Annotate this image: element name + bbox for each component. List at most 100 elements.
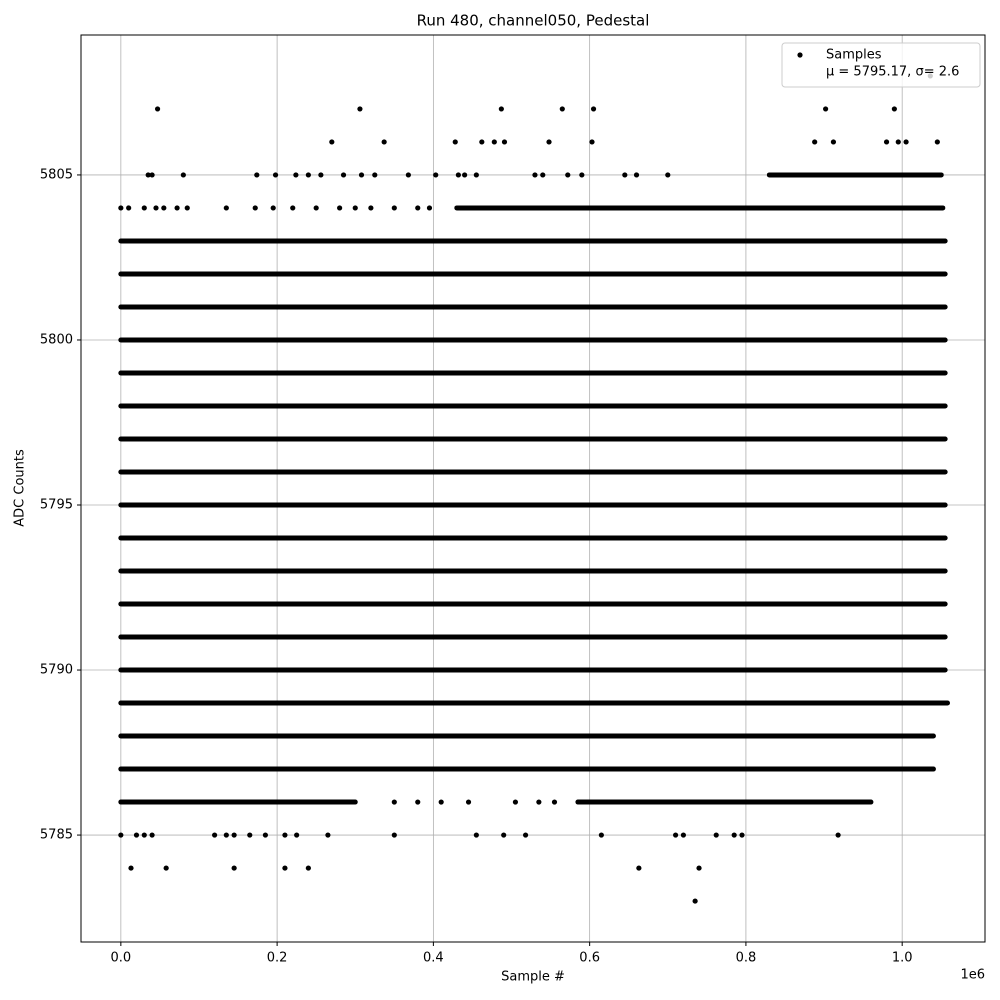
sample-point [133,832,140,838]
sample-point [883,139,890,145]
sample-point [305,865,311,871]
sample-point [174,205,180,211]
sample-point [559,106,565,112]
sample-point [358,172,365,178]
sample-point [313,205,319,211]
sample-point [184,205,190,211]
sample-point [455,172,461,178]
sample-point [391,832,397,838]
chart-title: Run 480, channel050, Pedestal [417,12,650,30]
sample-point [372,172,378,178]
sample-point [551,799,558,805]
sample-point [163,865,169,871]
sample-point [405,172,411,178]
sample-point [252,205,258,211]
sample-point [305,172,311,178]
sample-point [254,172,260,178]
sample-point [126,205,132,211]
sample-point [590,106,597,112]
sample-point [415,799,421,805]
x-tick-label: 0.8 [736,951,757,966]
sample-point [462,172,468,178]
sample-point [290,205,296,211]
sample-point [282,832,288,838]
sample-point [665,172,671,178]
sample-point [501,832,507,838]
sample-point [149,832,155,838]
sample-point [812,139,818,145]
y-tick-label: 5795 [40,498,73,513]
sample-point [141,832,147,838]
sample-point [452,139,458,145]
sample-point [368,205,374,211]
sample-point [153,205,159,211]
series [118,73,950,904]
sample-point [473,172,479,178]
x-tick-label: 0.4 [423,951,444,966]
sample-point [830,139,837,145]
sample-point [329,139,335,145]
sample-point [713,832,719,838]
y-tick-label: 5805 [40,167,73,182]
sample-point [391,799,397,805]
sample-point [212,832,218,838]
sample-point [325,832,331,838]
x-tick-label: 1.0 [892,951,913,966]
sample-point [501,139,508,145]
x-tick-label: 0.0 [111,951,132,966]
sample-point [145,172,151,178]
sample-point [180,172,186,178]
sample-point [294,832,300,838]
sample-point [391,205,397,211]
sample-point [672,832,679,838]
sample-point [891,106,897,112]
sample-point [739,832,745,838]
sample-point [598,832,604,838]
sample-point [522,832,529,838]
sample-point [498,106,504,112]
sample-point [118,832,124,838]
y-tick-label: 5800 [40,332,73,347]
legend-label: Samples [826,48,882,63]
sample-point [231,832,237,838]
sample-point [565,172,571,178]
sample-point [149,172,155,178]
sample-point [835,832,841,838]
sample-point [532,172,538,178]
sample-point [337,205,343,211]
sample-point [536,799,542,805]
sample-point [479,139,485,145]
legend-note: μ = 5795.17, σ= 2.6 [826,65,959,80]
sample-point [161,205,167,211]
sample-point [895,139,901,145]
sample-point [154,106,161,112]
sample-point [293,172,299,178]
sample-point [340,172,347,178]
sample-point [491,139,497,145]
sample-point [731,832,737,838]
sample-point [579,172,585,178]
legend-marker [797,52,803,58]
x-axis-label: Sample # [501,970,565,985]
sample-point [540,172,546,178]
sample-point [692,898,698,904]
sample-point [270,205,276,211]
sample-point [589,139,595,145]
sample-point [272,172,279,178]
sample-point [903,139,909,145]
sample-point [546,139,552,145]
x-tick-label: 0.2 [267,951,288,966]
legend-box [781,42,981,88]
sample-point [934,139,940,145]
sample-point [512,799,519,805]
sample-point [465,799,472,805]
sample-point [282,865,288,871]
sample-point [231,865,237,871]
sample-point [473,832,479,838]
sample-point [247,832,253,838]
sample-point [636,865,642,871]
x-tick-label: 0.6 [579,951,600,966]
sample-point [118,205,124,211]
